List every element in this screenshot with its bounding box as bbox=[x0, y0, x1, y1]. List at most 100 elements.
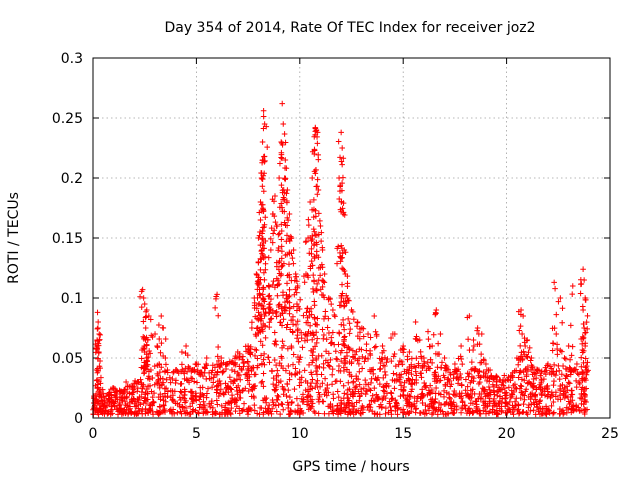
data-point bbox=[214, 368, 221, 375]
data-point bbox=[135, 405, 142, 412]
data-point bbox=[160, 325, 167, 331]
data-point bbox=[406, 349, 413, 355]
data-point bbox=[205, 385, 211, 392]
y-tick-label: 0.25 bbox=[52, 111, 83, 127]
data-point bbox=[309, 376, 316, 383]
data-point bbox=[383, 359, 390, 366]
data-point bbox=[339, 281, 345, 288]
data-point bbox=[390, 353, 397, 360]
data-point bbox=[306, 222, 312, 228]
data-point bbox=[284, 381, 291, 387]
data-point bbox=[223, 366, 229, 372]
data-point bbox=[393, 363, 399, 369]
data-point bbox=[304, 380, 311, 386]
data-point bbox=[181, 408, 187, 414]
data-point bbox=[521, 396, 528, 403]
data-point bbox=[450, 375, 457, 382]
data-point bbox=[94, 338, 101, 344]
data-point bbox=[441, 388, 447, 394]
data-point bbox=[170, 369, 176, 376]
data-point bbox=[143, 386, 150, 392]
data-point bbox=[111, 400, 117, 407]
data-point bbox=[157, 369, 163, 375]
data-point bbox=[480, 408, 487, 414]
data-point bbox=[554, 351, 561, 358]
data-point bbox=[292, 365, 299, 372]
data-point bbox=[427, 343, 433, 350]
data-point bbox=[344, 273, 351, 279]
data-point bbox=[183, 405, 189, 411]
data-point bbox=[270, 307, 276, 314]
data-point bbox=[330, 329, 336, 336]
data-point bbox=[385, 409, 392, 416]
data-point bbox=[523, 373, 530, 380]
data-point bbox=[249, 325, 255, 331]
data-point bbox=[305, 274, 311, 281]
data-point bbox=[223, 361, 230, 367]
data-point bbox=[346, 297, 352, 304]
data-point bbox=[311, 302, 318, 309]
data-point bbox=[266, 319, 273, 326]
data-point bbox=[273, 313, 280, 320]
data-point bbox=[294, 395, 300, 402]
data-point bbox=[480, 356, 487, 363]
data-point bbox=[517, 382, 524, 389]
data-point bbox=[574, 370, 581, 377]
grid-layer bbox=[93, 58, 610, 418]
data-point bbox=[321, 410, 328, 417]
data-point bbox=[149, 334, 156, 340]
data-point bbox=[149, 394, 156, 400]
data-point bbox=[464, 383, 471, 390]
data-point bbox=[203, 408, 210, 415]
data-point bbox=[273, 362, 279, 368]
data-point bbox=[143, 341, 150, 348]
data-point bbox=[442, 411, 449, 417]
data-point bbox=[162, 336, 169, 342]
data-point bbox=[286, 238, 293, 244]
data-point bbox=[239, 356, 246, 363]
data-point bbox=[338, 242, 345, 249]
data-point bbox=[546, 370, 553, 376]
data-point bbox=[215, 393, 222, 399]
data-point bbox=[450, 391, 457, 398]
data-point bbox=[155, 378, 161, 384]
data-point bbox=[300, 399, 307, 405]
data-point bbox=[553, 368, 560, 375]
data-point bbox=[288, 345, 295, 351]
data-point bbox=[518, 369, 524, 376]
data-point bbox=[283, 367, 289, 374]
data-point bbox=[95, 319, 101, 325]
data-point bbox=[356, 381, 363, 388]
data-point bbox=[391, 385, 398, 392]
data-point bbox=[498, 409, 505, 415]
data-point bbox=[467, 393, 473, 400]
data-point bbox=[315, 254, 322, 260]
data-point bbox=[506, 399, 513, 405]
data-point bbox=[319, 284, 326, 290]
data-point bbox=[344, 349, 350, 356]
data-point bbox=[146, 376, 153, 382]
data-point bbox=[296, 359, 302, 365]
data-point bbox=[243, 371, 250, 377]
data-point bbox=[130, 389, 137, 395]
data-point bbox=[335, 138, 342, 145]
data-point bbox=[397, 358, 403, 364]
data-point bbox=[413, 355, 420, 362]
data-point bbox=[573, 366, 579, 373]
data-point bbox=[190, 398, 196, 405]
data-point bbox=[262, 254, 268, 260]
data-point bbox=[276, 266, 282, 273]
data-point bbox=[547, 395, 554, 401]
data-point bbox=[171, 410, 178, 417]
data-point bbox=[388, 358, 395, 364]
data-point bbox=[557, 387, 564, 394]
data-point bbox=[253, 347, 260, 353]
data-point bbox=[137, 293, 143, 300]
data-point bbox=[146, 373, 152, 380]
data-point bbox=[470, 347, 476, 353]
data-point bbox=[314, 287, 320, 294]
data-point bbox=[465, 406, 472, 412]
data-point bbox=[284, 321, 291, 328]
data-point bbox=[388, 335, 394, 341]
data-point bbox=[563, 372, 569, 379]
